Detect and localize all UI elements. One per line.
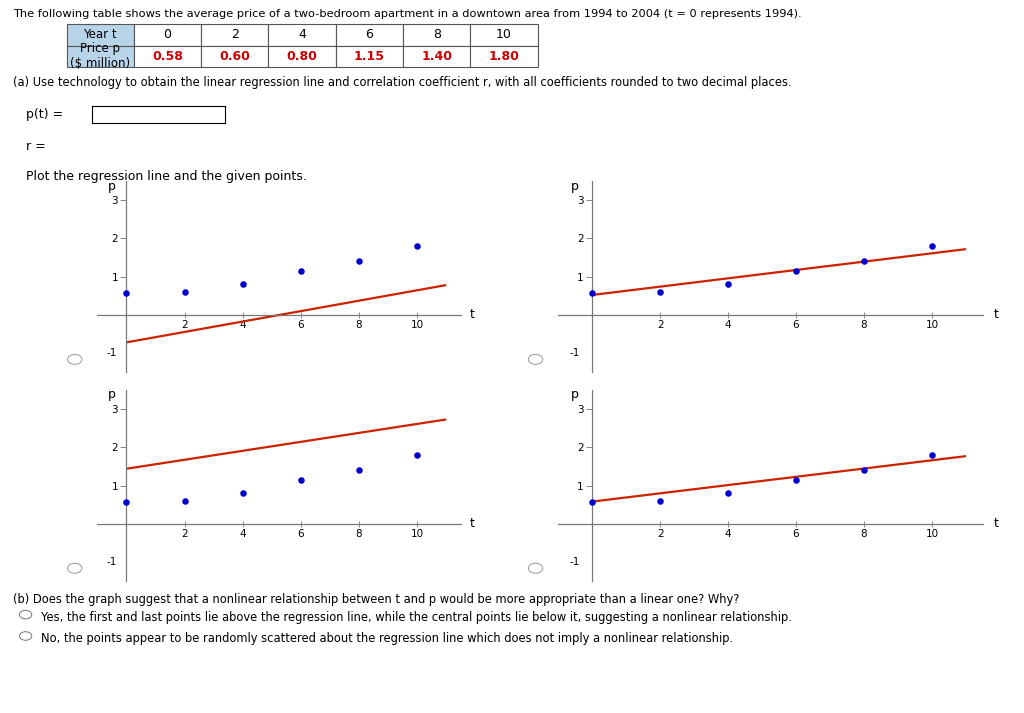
- Point: [856, 465, 872, 476]
- Point: [293, 474, 309, 486]
- Point: [409, 449, 425, 461]
- Point: [924, 449, 940, 461]
- Text: (a) Use technology to obtain the linear regression line and correlation coeffici: (a) Use technology to obtain the linear …: [13, 76, 792, 89]
- Text: Plot the regression line and the given points.: Plot the regression line and the given p…: [26, 170, 306, 183]
- Text: p: p: [571, 389, 579, 401]
- Text: t: t: [470, 308, 474, 322]
- Point: [293, 265, 309, 277]
- Point: [409, 240, 425, 252]
- Text: -1: -1: [106, 348, 117, 358]
- Point: [118, 287, 134, 299]
- Point: [234, 488, 251, 499]
- Point: [924, 240, 940, 252]
- Point: [234, 279, 251, 290]
- Point: [176, 495, 193, 506]
- Text: Yes, the first and last points lie above the regression line, while the central : Yes, the first and last points lie above…: [41, 611, 792, 624]
- Point: [856, 256, 872, 267]
- Text: p: p: [571, 180, 579, 193]
- Point: [787, 265, 804, 277]
- Text: The following table shows the average price of a two-bedroom apartment in a down: The following table shows the average pr…: [13, 9, 802, 19]
- Text: r =: r =: [26, 140, 45, 153]
- Text: p: p: [108, 389, 116, 401]
- Point: [652, 286, 669, 297]
- Point: [584, 496, 600, 508]
- Text: -1: -1: [106, 557, 117, 567]
- Text: -1: -1: [570, 557, 581, 567]
- Text: t: t: [470, 517, 474, 530]
- Text: No, the points appear to be randomly scattered about the regression line which d: No, the points appear to be randomly sca…: [41, 632, 733, 645]
- Point: [787, 474, 804, 486]
- Text: t: t: [993, 517, 998, 530]
- Point: [584, 287, 600, 299]
- Point: [176, 286, 193, 297]
- Point: [118, 496, 134, 508]
- Text: (b) Does the graph suggest that a nonlinear relationship between t and p would b: (b) Does the graph suggest that a nonlin…: [13, 593, 739, 606]
- Text: p(t) =: p(t) =: [26, 108, 62, 121]
- Point: [351, 256, 368, 267]
- Point: [720, 279, 736, 290]
- Text: p: p: [108, 180, 116, 193]
- Text: -1: -1: [570, 348, 581, 358]
- Point: [720, 488, 736, 499]
- Text: t: t: [993, 308, 998, 322]
- Point: [652, 495, 669, 506]
- Point: [351, 465, 368, 476]
